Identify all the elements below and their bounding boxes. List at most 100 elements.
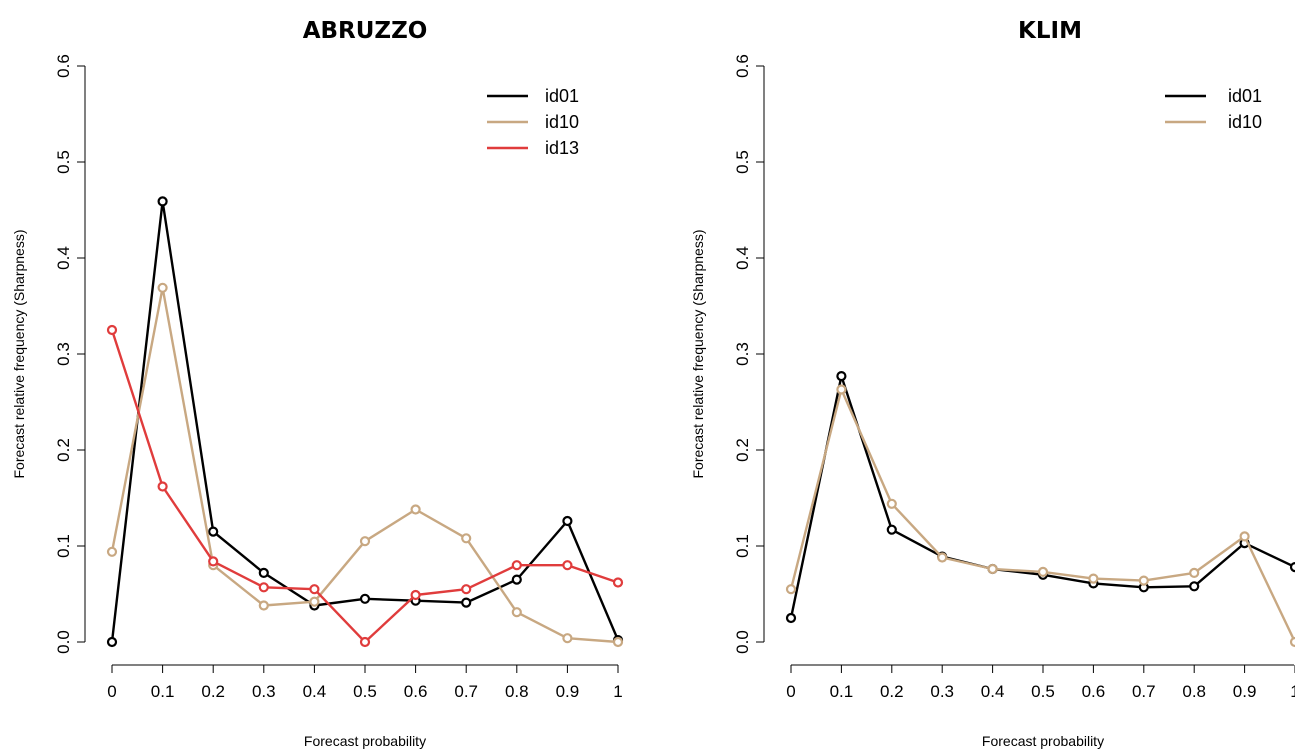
y-tick-label: 0.1 (54, 534, 73, 558)
data-point-id01 (562, 515, 573, 527)
x-tick-label: 0 (786, 682, 795, 701)
data-point-id10 (258, 600, 269, 611)
x-tick-label: 0 (107, 682, 116, 701)
x-tick-label: 0.5 (1031, 682, 1055, 701)
data-point-id13 (612, 577, 624, 588)
chart-panel-klim: KLIM 0.0 0.1 0.2 0.3 0.4 0.5 0.6 Forecast relati… (690, 18, 1295, 749)
y-tick-label: 0.5 (733, 150, 752, 174)
data-point-id10 (1239, 531, 1250, 542)
data-point-id01 (461, 597, 472, 608)
data-point-id13 (562, 560, 573, 571)
legend-label: id10 (545, 112, 579, 132)
x-tick-label: 0.6 (1082, 682, 1106, 701)
data-point-id01 (1189, 581, 1200, 592)
data-point-id13 (309, 584, 320, 595)
legend-label: id01 (1228, 86, 1262, 106)
x-tick-label: 1 (613, 682, 622, 701)
y-tick-label: 0.3 (733, 342, 752, 366)
data-point-id10 (1189, 567, 1200, 579)
data-point-id10 (309, 596, 320, 607)
legend-label: id10 (1228, 112, 1262, 132)
data-point-id01 (106, 636, 118, 648)
data-point-id01 (836, 371, 847, 382)
data-point-id10 (1088, 573, 1099, 584)
legend-label: id01 (545, 86, 579, 106)
y-tick-label: 0.3 (54, 342, 73, 366)
y-tick-label: 0.5 (54, 150, 73, 174)
legend: id01 id10 (1165, 86, 1262, 132)
data-point-id10 (410, 504, 421, 515)
y-tick-label: 0.0 (54, 630, 73, 654)
data-point-id13 (258, 582, 269, 593)
series-id01 (106, 196, 624, 648)
data-point-id01 (258, 567, 269, 579)
data-point-id10 (359, 536, 371, 547)
data-point-id10 (461, 533, 472, 544)
data-point-id13 (511, 560, 522, 571)
data-point-id13 (461, 584, 472, 595)
series-line-id10 (789, 388, 1295, 643)
x-tick-label: 0.1 (830, 682, 854, 701)
y-tick-label: 0.4 (54, 246, 73, 270)
series-id13 (106, 324, 624, 648)
data-point-id10 (1037, 566, 1049, 578)
x-tick-label: 0.3 (930, 682, 954, 701)
data-point-id01 (511, 574, 522, 585)
data-point-id10 (612, 636, 624, 648)
chart-title: KLIM (1018, 18, 1082, 44)
x-axis-label: Forecast probability (982, 733, 1104, 749)
data-point-id10 (1289, 636, 1295, 648)
x-tick-label: 0.9 (556, 682, 580, 701)
data-point-id10 (511, 607, 522, 618)
data-point-id10 (106, 546, 118, 557)
series-id01 (785, 371, 1295, 624)
chart-panel-abruzzo: ABRUZZO 0.0 0.1 0.2 0.3 0.4 0.5 0.6 Forecast rel… (11, 18, 624, 749)
x-tick-label: 0.2 (201, 682, 225, 701)
y-tick-label: 0.0 (733, 630, 752, 654)
y-tick-label: 0.6 (733, 54, 752, 78)
data-point-id01 (208, 526, 219, 537)
data-point-id01 (157, 196, 168, 207)
data-point-id10 (836, 384, 847, 395)
data-point-id10 (1138, 575, 1149, 586)
data-point-id13 (410, 589, 421, 601)
data-point-id01 (1289, 562, 1295, 573)
x-tick-label: 0.6 (404, 682, 428, 701)
data-point-id10 (886, 498, 897, 509)
series-id10 (106, 282, 624, 648)
data-point-id10 (987, 563, 998, 575)
x-tick-label: 0.9 (1233, 682, 1257, 701)
x-tick-label: 0.4 (981, 682, 1005, 701)
series-line-id01 (789, 374, 1295, 619)
y-tick-label: 0.2 (733, 438, 752, 462)
data-point-id13 (359, 636, 371, 648)
y-axis-label: Forecast relative frequency (Sharpness) (690, 230, 706, 479)
data-point-id01 (359, 593, 371, 604)
series-line-id10 (110, 286, 619, 644)
x-tick-label: 0.4 (303, 682, 327, 701)
data-point-id13 (157, 481, 168, 492)
x-tick-label: 0.7 (1132, 682, 1156, 701)
x-tick-label: 0.1 (151, 682, 175, 701)
x-tick-label: 0.2 (880, 682, 904, 701)
data-point-id10 (937, 552, 948, 563)
data-point-id01 (785, 612, 797, 624)
y-axis-label: Forecast relative frequency (Sharpness) (11, 230, 27, 479)
x-tick-label: 1 (1290, 682, 1295, 701)
y-tick-label: 0.1 (733, 534, 752, 558)
y-tick-label: 0.2 (54, 438, 73, 462)
data-point-id10 (785, 584, 797, 595)
x-tick-label: 0.7 (454, 682, 478, 701)
x-tick-label: 0.5 (353, 682, 377, 701)
y-tick-label: 0.4 (733, 246, 752, 270)
legend-label: id13 (545, 138, 579, 158)
data-point-id01 (886, 524, 897, 535)
y-tick-label: 0.6 (54, 54, 73, 78)
chart-title: ABRUZZO (303, 18, 428, 44)
data-point-id13 (208, 556, 219, 567)
x-tick-label: 0.8 (505, 682, 529, 701)
series-id10 (785, 384, 1295, 648)
legend: id01 id10 id13 (487, 86, 579, 158)
data-point-id10 (157, 282, 168, 293)
